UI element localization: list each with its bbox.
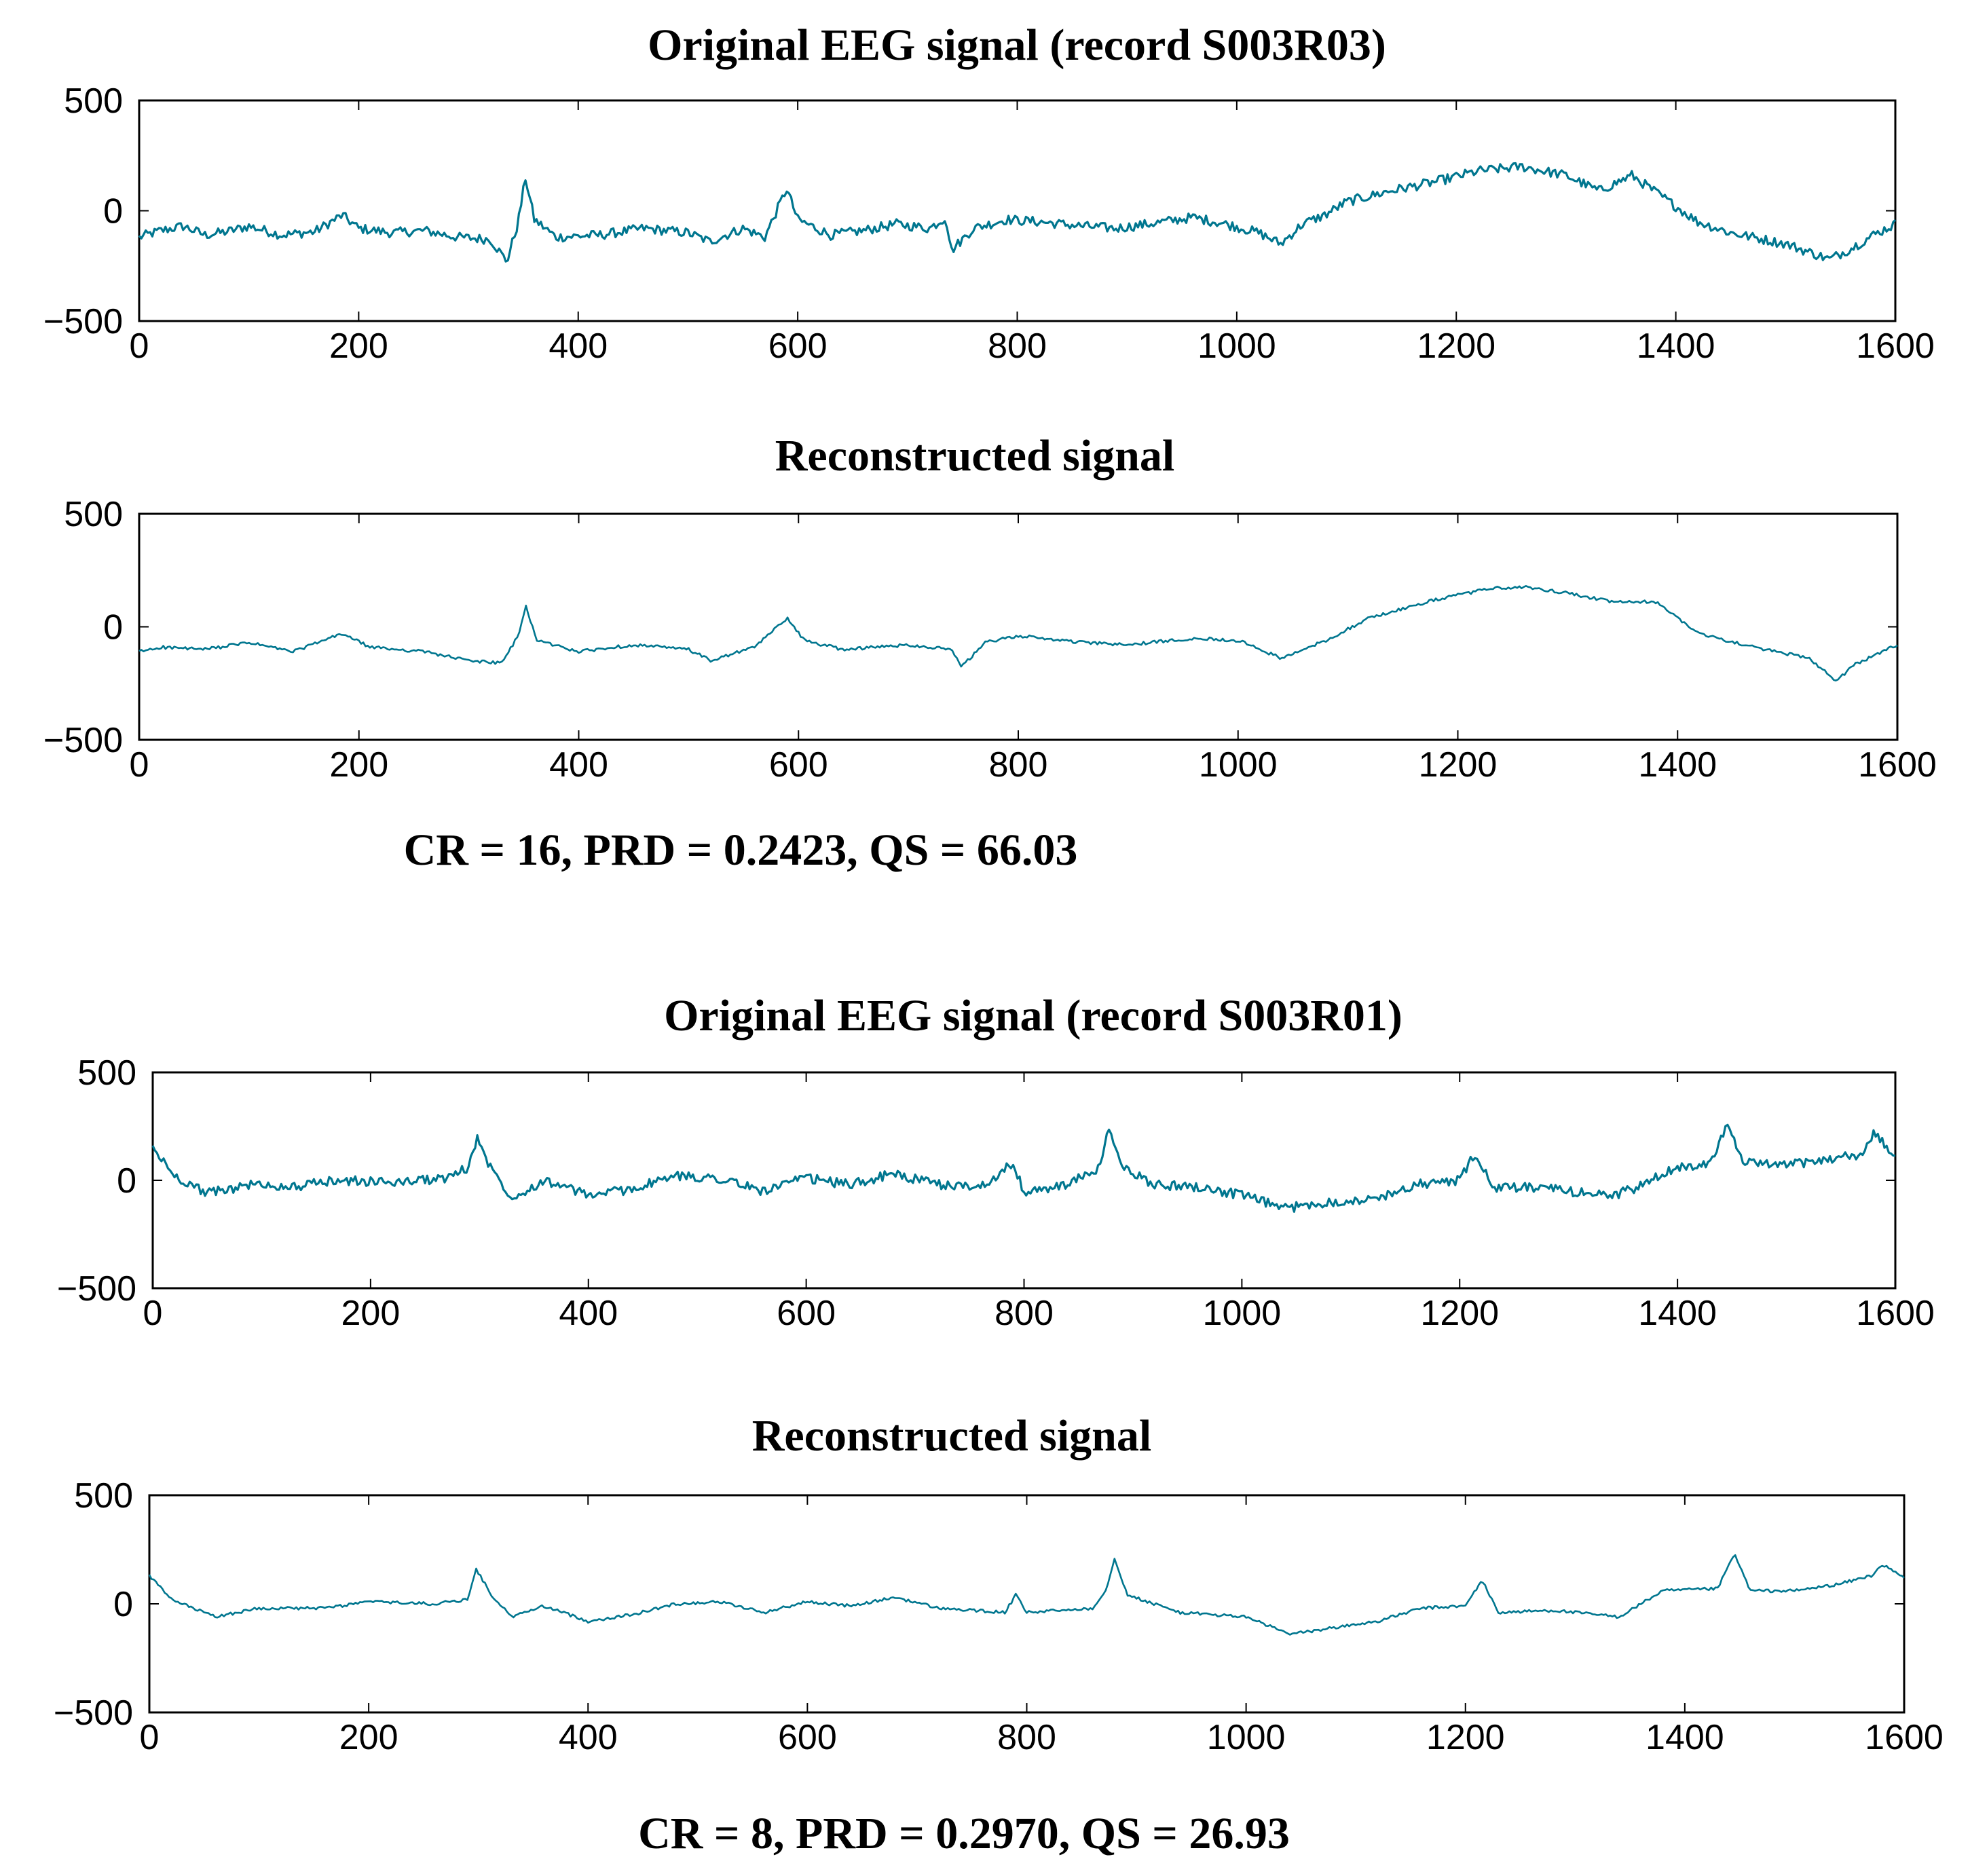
original-eeg-trace [138, 162, 1897, 263]
y-tick-label: 0 [103, 192, 123, 231]
x-tick-label: 1200 [1420, 1294, 1499, 1333]
y-tick-label: 0 [117, 1161, 136, 1201]
y-tick-label: −500 [43, 721, 123, 760]
chart-title: Original EEG signal (record S003R01) [664, 991, 1402, 1040]
y-tick-label: 500 [74, 1476, 133, 1516]
x-tick-label: 0 [130, 745, 149, 785]
y-tick-label: 0 [113, 1585, 133, 1624]
chart-title: Reconstructed signal [775, 431, 1174, 481]
original-eeg-trace [151, 1123, 1896, 1213]
x-tick-label: 800 [995, 1294, 1054, 1333]
x-tick-label: 1000 [1207, 1718, 1286, 1757]
chart-title: Original EEG signal (record S003R03) [648, 20, 1386, 70]
y-tick-label: −500 [57, 1269, 136, 1309]
chart-title: Reconstructed signal [752, 1411, 1151, 1461]
chart-panel-3: Original EEG signal (record S003R01) 0 20… [57, 991, 1935, 1333]
plot-frame [138, 512, 1899, 741]
y-tick-label: 500 [77, 1053, 136, 1093]
chart-panel-4: Reconstructed signal 0 200 400 600 800 1000 12… [54, 1411, 1944, 1757]
x-tick-label: 1400 [1638, 1294, 1717, 1333]
x-tick-label: 1200 [1426, 1718, 1505, 1757]
x-tick-label: 1200 [1419, 745, 1498, 785]
x-tick-label: 1600 [1858, 745, 1937, 785]
chart-panel-2: Reconstructed signal 0 200 400 600 800 1000 12… [43, 431, 1937, 785]
x-tick-label: 200 [329, 326, 388, 366]
y-tick-label: −500 [43, 302, 123, 341]
x-tick-label: 0 [140, 1718, 160, 1757]
x-tick-label: 0 [130, 326, 149, 366]
x-tick-label: 600 [778, 1718, 837, 1757]
x-tick-label: 800 [989, 745, 1048, 785]
x-tick-label: 800 [997, 1718, 1056, 1757]
x-tick-label: 400 [559, 1718, 618, 1757]
x-tick-label: 1200 [1417, 326, 1495, 366]
x-tick-label: 1000 [1203, 1294, 1282, 1333]
x-tick-label: 200 [339, 1718, 398, 1757]
x-tick-label: 600 [768, 326, 828, 366]
x-tick-label: 600 [769, 745, 828, 785]
x-tick-label: 400 [559, 1294, 618, 1333]
x-tick-label: 1400 [1637, 326, 1715, 366]
y-tick-label: 0 [103, 608, 123, 648]
x-tick-label: 600 [777, 1294, 836, 1333]
x-tick-label: 1600 [1856, 326, 1935, 366]
x-tick-label: 1600 [1856, 1294, 1935, 1333]
reconstructed-trace [138, 584, 1898, 682]
x-tick-label: 0 [143, 1294, 163, 1333]
x-tick-label: 800 [988, 326, 1047, 366]
x-tick-label: 200 [341, 1294, 400, 1333]
x-tick-label: 1000 [1199, 745, 1278, 785]
y-tick-label: −500 [54, 1693, 133, 1733]
x-tick-label: 1000 [1197, 326, 1276, 366]
reconstructed-trace [148, 1554, 1905, 1636]
y-tick-label: 500 [64, 81, 123, 121]
x-tick-label: 400 [549, 326, 608, 366]
plot-frame [151, 1071, 1897, 1290]
metrics-summary-1: CR = 16, PRD = 0.2423, QS = 66.03 [404, 825, 1078, 875]
chart-panel-1: Original EEG signal (record S003R03) 0 20… [43, 20, 1935, 366]
x-tick-label: 1400 [1638, 745, 1717, 785]
x-tick-label: 400 [549, 745, 608, 785]
plot-frame [138, 99, 1897, 322]
x-tick-label: 1600 [1865, 1718, 1944, 1757]
x-tick-label: 200 [329, 745, 388, 785]
metrics-summary-2: CR = 8, PRD = 0.2970, QS = 26.93 [638, 1809, 1290, 1858]
y-tick-label: 500 [64, 495, 123, 534]
x-tick-label: 1400 [1646, 1718, 1724, 1757]
